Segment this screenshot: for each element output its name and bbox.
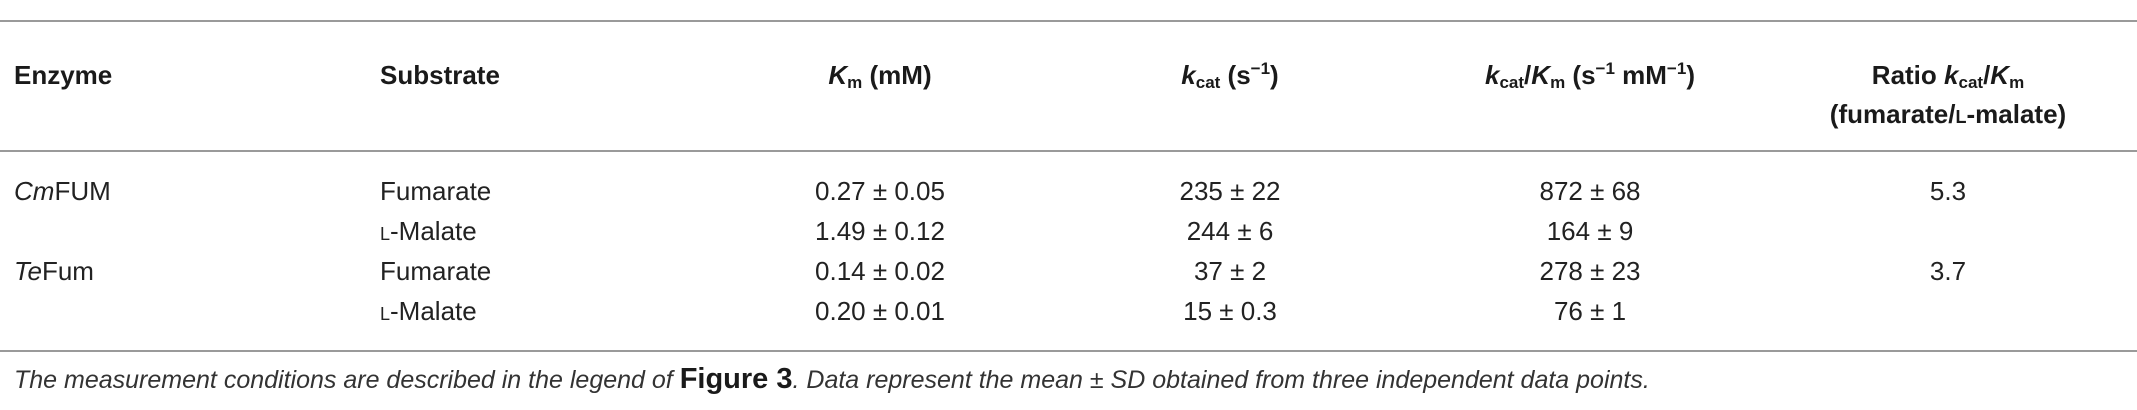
row3-km: 0.14 ± 0.02: [815, 256, 945, 286]
row4-kcat: 15 ± 0.3: [1183, 296, 1277, 326]
row1-enzyme: CmFUM: [14, 176, 111, 206]
row1-km: 0.27 ± 0.05: [815, 176, 945, 206]
row2-kcat-km: 164 ± 9: [1546, 216, 1634, 246]
header-ratio-line1: Ratio kcat/Km: [1871, 60, 2025, 92]
table-top-rule: [0, 20, 2137, 22]
table-footnote: The measurement conditions are described…: [14, 363, 1650, 395]
header-km: Km (mM): [828, 60, 932, 92]
row3-kcat-km: 278 ± 23: [1539, 256, 1641, 286]
row4-substrate: l-Malate: [380, 296, 477, 326]
table-bottom-rule: [0, 350, 2137, 352]
row2-km: 1.49 ± 0.12: [815, 216, 945, 246]
header-kcat: kcat (s−1): [1181, 59, 1279, 92]
row4-kcat-km: 76 ± 1: [1553, 296, 1627, 326]
row3-ratio: 3.7: [1929, 256, 1967, 286]
header-kcat-km: kcat/Km (s−1 mM−1): [1485, 59, 1695, 92]
row1-substrate: Fumarate: [380, 176, 492, 206]
header-ratio-line2: (fumarate/l-malate): [1829, 99, 2067, 129]
row1-ratio: 5.3: [1929, 176, 1967, 206]
table-header-rule: [0, 150, 2137, 152]
figure-3-link[interactable]: Figure 3: [679, 363, 793, 395]
header-substrate: Substrate: [380, 60, 500, 90]
row1-kcat: 235 ± 22: [1179, 176, 1281, 206]
row3-substrate: Fumarate: [380, 256, 492, 286]
row3-enzyme: TeFum: [14, 256, 94, 286]
header-enzyme: Enzyme: [14, 60, 113, 90]
row2-kcat: 244 ± 6: [1186, 216, 1274, 246]
row4-km: 0.20 ± 0.01: [815, 296, 945, 326]
row2-substrate: l-Malate: [380, 216, 477, 246]
row3-kcat: 37 ± 2: [1193, 256, 1267, 286]
row1-kcat-km: 872 ± 68: [1539, 176, 1641, 206]
